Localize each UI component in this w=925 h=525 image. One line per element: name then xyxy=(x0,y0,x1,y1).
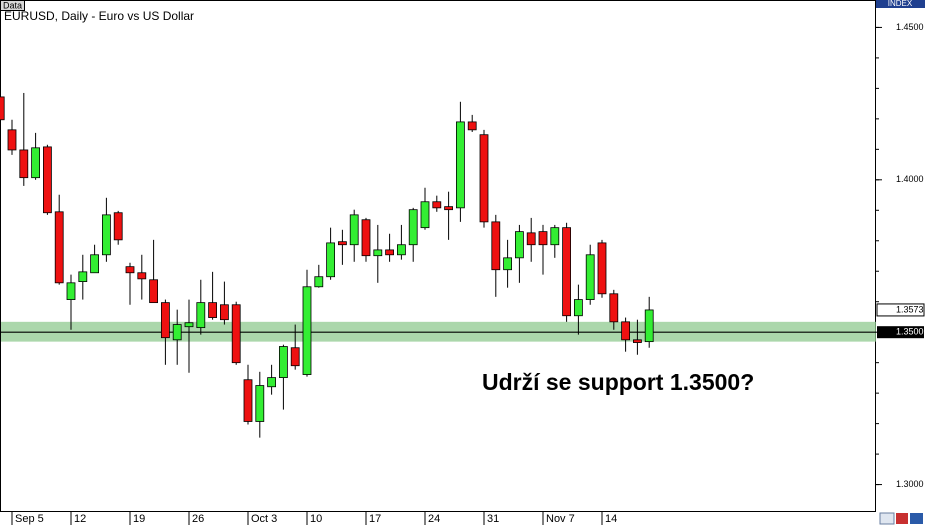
candle-body xyxy=(491,221,501,271)
candle-body xyxy=(597,242,607,295)
candle-body xyxy=(479,134,489,223)
candle-body xyxy=(526,232,536,246)
x-tick-label: Sep 5 xyxy=(15,513,44,525)
candle-body xyxy=(243,379,253,422)
candle-body xyxy=(373,249,383,257)
plot: 1.4500 1.4000 1.3000 Sep 5 12 19 26 Oct 3 10 17 24… xyxy=(0,22,925,525)
x-tick-label: 17 xyxy=(369,513,381,525)
y-tick-label: 1.4000 xyxy=(896,174,924,184)
y-tick-label: 1.3000 xyxy=(896,479,924,489)
support-price-label: 1.3500 xyxy=(896,327,924,337)
candle-body xyxy=(231,304,241,364)
candle-body xyxy=(7,129,17,151)
candle-body xyxy=(644,309,654,343)
candle-body xyxy=(326,242,336,278)
candle-body xyxy=(420,201,430,229)
candle-body xyxy=(302,286,312,375)
candle-body xyxy=(208,302,218,318)
chart-title: EURUSD, Daily - Euro vs US Dollar xyxy=(4,9,194,23)
candle-body xyxy=(0,96,5,121)
candle-body xyxy=(444,206,454,211)
annotation: Udrží se support 1.3500? xyxy=(482,369,754,395)
candle-body xyxy=(621,321,630,341)
candle-body xyxy=(184,322,194,328)
candle-body xyxy=(361,219,371,257)
candle-body xyxy=(408,209,418,246)
scroll-icon[interactable] xyxy=(879,512,895,525)
candle-body xyxy=(585,254,595,300)
data-box-label: Data xyxy=(3,0,22,10)
candle-body xyxy=(503,257,513,271)
candle-body xyxy=(196,302,206,329)
index-box xyxy=(876,0,925,8)
candle-body xyxy=(125,266,135,274)
x-tick-label: 14 xyxy=(605,513,617,525)
x-tick-label: 26 xyxy=(192,513,204,525)
candle-body xyxy=(385,249,395,256)
candle-body xyxy=(314,276,324,288)
x-tick-label: 24 xyxy=(428,513,440,525)
candle-body xyxy=(278,346,288,378)
candle-body xyxy=(43,146,52,214)
candle-body xyxy=(337,241,347,246)
candle-body xyxy=(574,299,583,317)
candle-body xyxy=(90,254,99,274)
candle-body xyxy=(290,347,300,367)
candle-body xyxy=(54,211,64,284)
x-tick-label: 31 xyxy=(487,513,499,525)
candle-body xyxy=(396,244,406,256)
close-icon[interactable] xyxy=(896,513,908,524)
x-tick-label: 19 xyxy=(133,513,145,525)
candle-body xyxy=(19,149,29,179)
last-price-box xyxy=(876,303,925,317)
candle-body xyxy=(66,282,76,300)
candle-body xyxy=(255,385,265,422)
last-price-label: 1.3573 xyxy=(896,304,924,314)
candle-body xyxy=(172,324,182,341)
candle-body xyxy=(113,212,123,241)
plot-frame xyxy=(0,0,876,512)
x-tick-label: 10 xyxy=(310,513,322,525)
candle-body xyxy=(538,231,548,246)
index-label: INDEX xyxy=(888,0,913,8)
candle-body xyxy=(349,214,359,246)
candle-body xyxy=(31,147,41,179)
y-tick-label: 1.4500 xyxy=(896,22,924,32)
candle-body xyxy=(432,201,442,209)
candle-body xyxy=(102,214,111,256)
candle-body xyxy=(467,121,477,131)
candle-body xyxy=(219,304,229,321)
support-price-box xyxy=(877,326,924,339)
candle-body xyxy=(455,121,465,209)
x-tick-label: Oct 3 xyxy=(251,513,277,525)
menu-icon[interactable] xyxy=(910,513,923,524)
candle-body xyxy=(515,231,524,259)
candle-body xyxy=(609,293,619,323)
candle-body xyxy=(78,271,88,283)
candle-body xyxy=(149,279,159,304)
candle-body xyxy=(633,339,642,343)
candle-body xyxy=(562,227,571,317)
x-tick-label: Nov 7 xyxy=(546,513,575,525)
data-box xyxy=(0,0,25,11)
candle-body xyxy=(137,272,147,280)
x-tick-label: 12 xyxy=(74,513,86,525)
candle-body xyxy=(267,377,277,388)
candle-body xyxy=(160,302,170,339)
candle-body xyxy=(550,227,560,246)
